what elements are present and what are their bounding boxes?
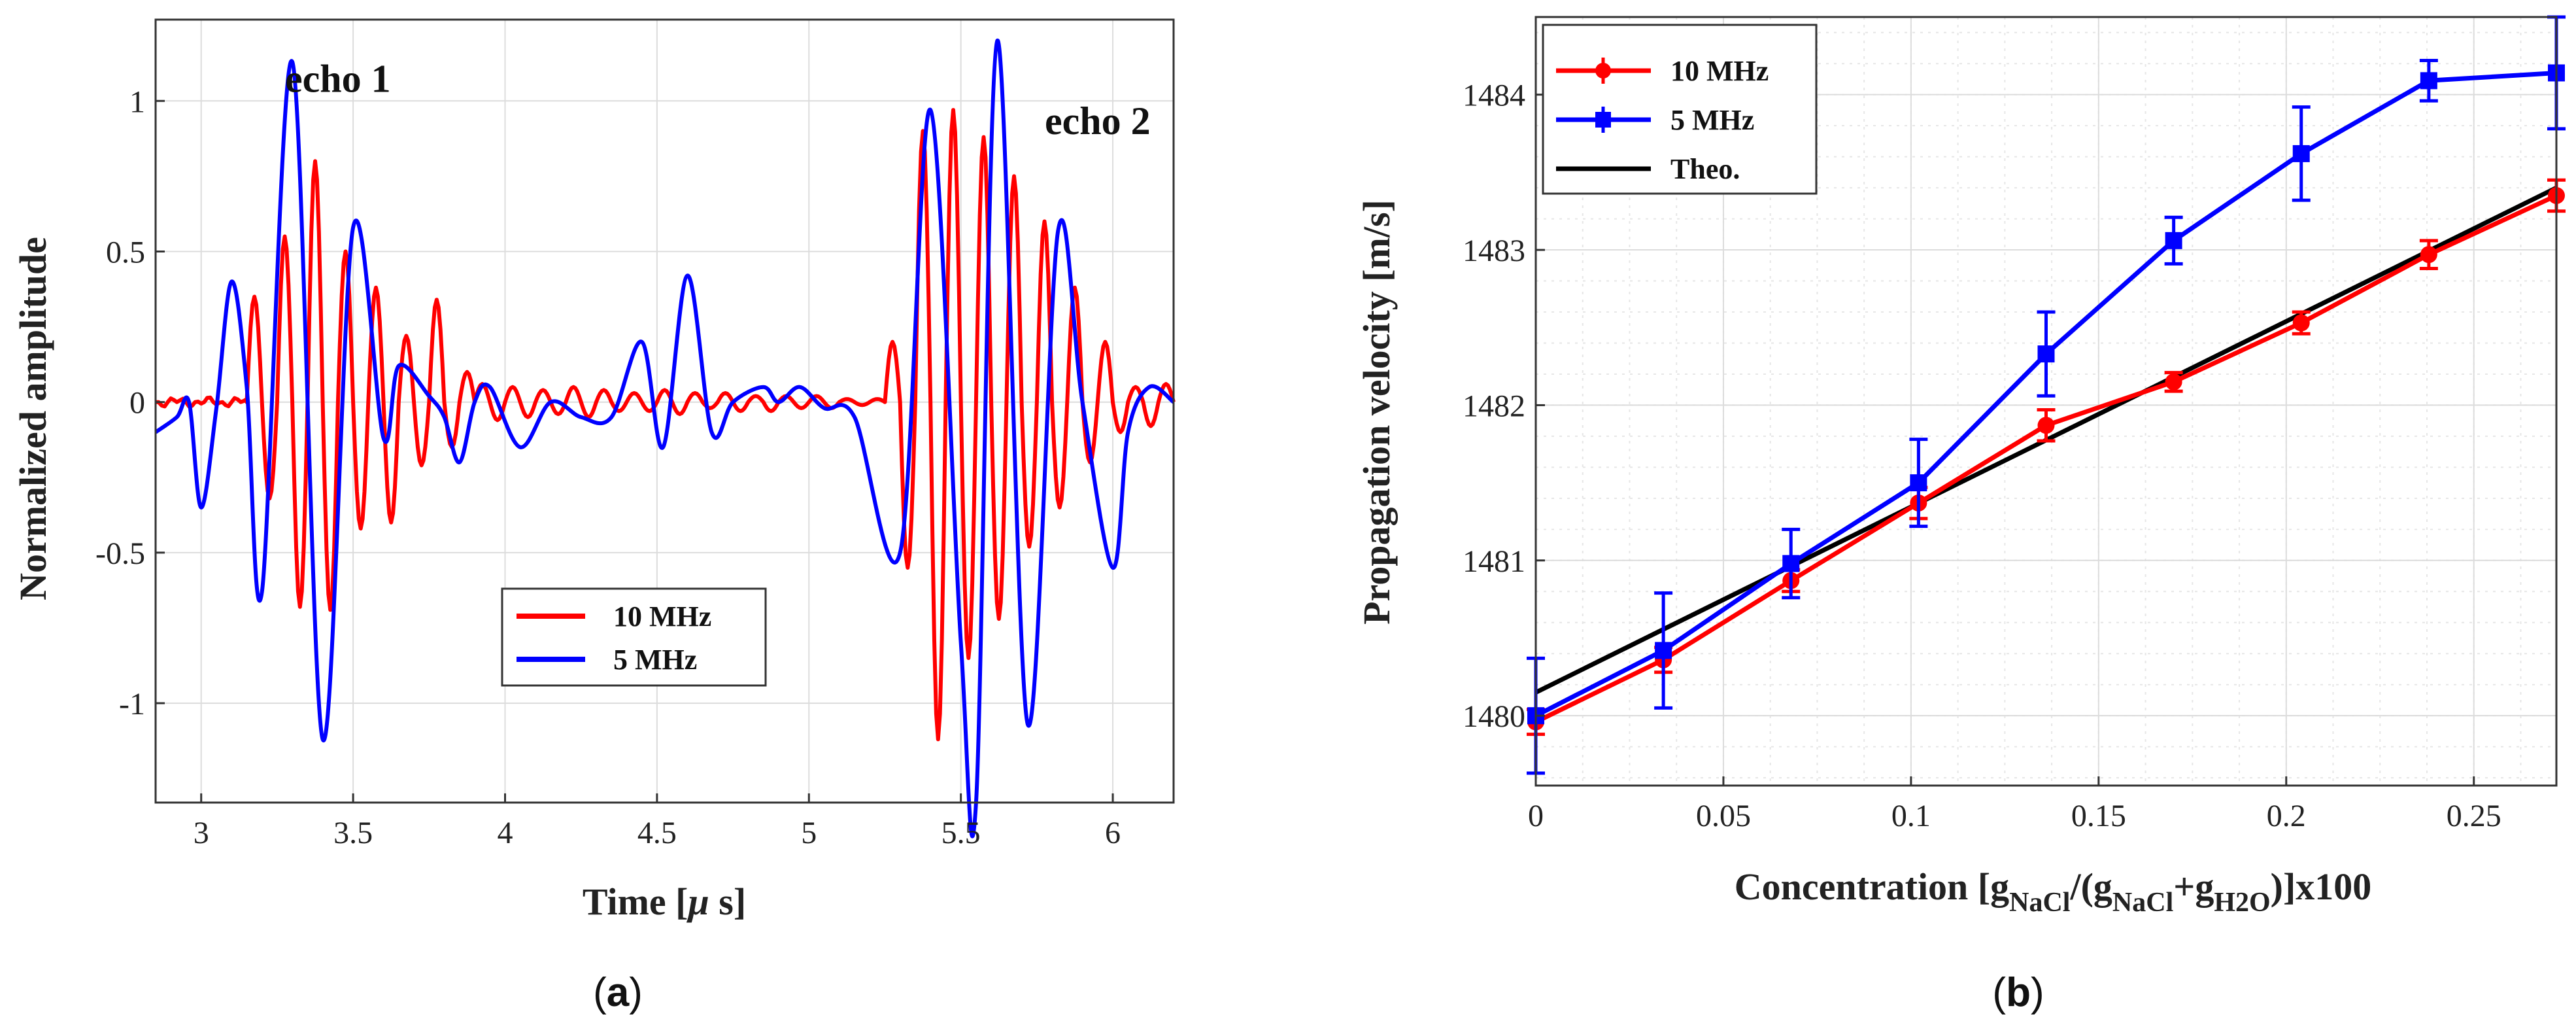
legend-box bbox=[1542, 24, 1818, 195]
data-point-5mhz bbox=[2420, 72, 2437, 90]
x-tick-label: 0.15 bbox=[2071, 799, 2126, 833]
panel-a-legend: 10 MHz 5 MHz bbox=[501, 587, 767, 687]
xlabel-part-1: Concentration [g bbox=[1735, 865, 2009, 908]
y-tick-label: 1480 bbox=[1463, 699, 1525, 734]
panel-a: 3 3.5 4 4.5 5 5.5 6 -1 -0.5 0 0.5 1 Time [μ s] Nor… bbox=[12, 18, 1176, 1015]
x-tick-label: 0.25 bbox=[2447, 799, 2501, 833]
panel-a-y-ticks: -1 -0.5 0 0.5 1 bbox=[95, 84, 165, 721]
y-tick-label: 0 bbox=[129, 386, 145, 421]
xlabel-part-4: )]x100 bbox=[2271, 865, 2372, 908]
xlabel-sub-2: NaCl bbox=[2112, 888, 2173, 918]
x-tick-label: 6 bbox=[1105, 816, 1121, 850]
y-tick-label: 1482 bbox=[1463, 389, 1525, 423]
panel-a-x-ticks: 3 3.5 4 4.5 5 5.5 6 bbox=[194, 793, 1121, 850]
legend-marker-10mhz bbox=[1595, 63, 1611, 78]
y-tick-label: 1484 bbox=[1463, 78, 1525, 113]
panel-b-y-axis-label: Propagation velocity [m/s] bbox=[1355, 199, 1398, 625]
panel-a-x-axis-label: Time [μ s] bbox=[583, 880, 746, 923]
data-point-5mhz bbox=[2037, 345, 2055, 363]
series-line-10mhz bbox=[1534, 193, 2558, 724]
legend-label-theo: Theo. bbox=[1670, 153, 1740, 185]
data-point-5mhz bbox=[2292, 145, 2310, 162]
legend-label-5mhz: 5 MHz bbox=[613, 644, 697, 676]
panel-b: 0 0.05 0.1 0.15 0.2 0.25 1480 1481 1482 1483 1484… bbox=[1355, 15, 2566, 1015]
panel-b-frame bbox=[1534, 16, 2558, 787]
legend-item-5mhz bbox=[1556, 107, 1651, 133]
x-tick-label: 4.5 bbox=[637, 816, 677, 850]
panel-b-x-axis-label: Concentration [gNaCl/(gNaCl+gH2O)]x100 bbox=[1735, 865, 2372, 918]
panel-a-series bbox=[154, 39, 1176, 839]
y-tick-label: 0.5 bbox=[106, 235, 145, 269]
annotation-echo-1: echo 1 bbox=[285, 57, 391, 100]
y-tick-label: -1 bbox=[119, 687, 145, 721]
x-tick-label: 3 bbox=[194, 816, 209, 850]
x-tick-label: 0.1 bbox=[1891, 799, 1931, 833]
x-tick-label: 5.5 bbox=[941, 816, 981, 850]
panel-b-x-ticks: 0 0.05 0.1 0.15 0.2 0.25 bbox=[1528, 776, 2501, 833]
x-tick-label: 0.05 bbox=[1696, 799, 1751, 833]
data-point-10mhz bbox=[2420, 246, 2437, 264]
annotation-echo-2: echo 2 bbox=[1045, 99, 1151, 143]
x-tick-label: 3.5 bbox=[333, 816, 373, 850]
legend-label-10mhz: 10 MHz bbox=[613, 600, 711, 633]
y-tick-label: 1 bbox=[129, 84, 145, 119]
legend-marker-5mhz bbox=[1595, 112, 1611, 128]
data-point-10mhz bbox=[2292, 314, 2310, 332]
legend-label-5mhz: 5 MHz bbox=[1670, 104, 1754, 136]
xlabel-sub-1: NaCl bbox=[2009, 888, 2070, 918]
x-tick-label: 4 bbox=[497, 816, 513, 850]
y-tick-label: 1483 bbox=[1463, 234, 1525, 268]
y-tick-label: -0.5 bbox=[95, 536, 145, 571]
data-point-10mhz bbox=[2165, 373, 2182, 390]
panel-b-legend: 10 MHz 5 MHz Theo. bbox=[1542, 24, 1818, 195]
data-point-5mhz bbox=[1655, 642, 1672, 659]
data-point-10mhz bbox=[2037, 417, 2055, 434]
series-line-5mhz bbox=[154, 39, 1175, 839]
caption-b: (b) bbox=[1992, 970, 2044, 1015]
data-point-5mhz bbox=[2165, 232, 2182, 249]
x-tick-label: 0 bbox=[1528, 799, 1544, 833]
caption-a: (a) bbox=[593, 970, 643, 1015]
panel-b-y-ticks: 1480 1481 1482 1483 1484 bbox=[1463, 78, 1545, 734]
xlabel-part-3: +g bbox=[2173, 865, 2214, 908]
panel-a-frame bbox=[154, 18, 1175, 804]
xlabel-part-2: /(g bbox=[2069, 865, 2112, 908]
legend-item-10mhz bbox=[1556, 58, 1651, 84]
y-tick-label: 1481 bbox=[1463, 544, 1525, 579]
panel-a-y-axis-label: Normalized amplitude bbox=[12, 237, 54, 600]
legend-box bbox=[501, 587, 767, 687]
x-tick-label: 0.2 bbox=[2267, 799, 2306, 833]
x-tick-label: 5 bbox=[801, 816, 817, 850]
data-point-5mhz bbox=[1910, 474, 1927, 492]
data-point-5mhz bbox=[1782, 555, 1800, 572]
xlabel-sub-3: H2O bbox=[2214, 888, 2270, 918]
legend-label-10mhz: 10 MHz bbox=[1670, 55, 1769, 87]
